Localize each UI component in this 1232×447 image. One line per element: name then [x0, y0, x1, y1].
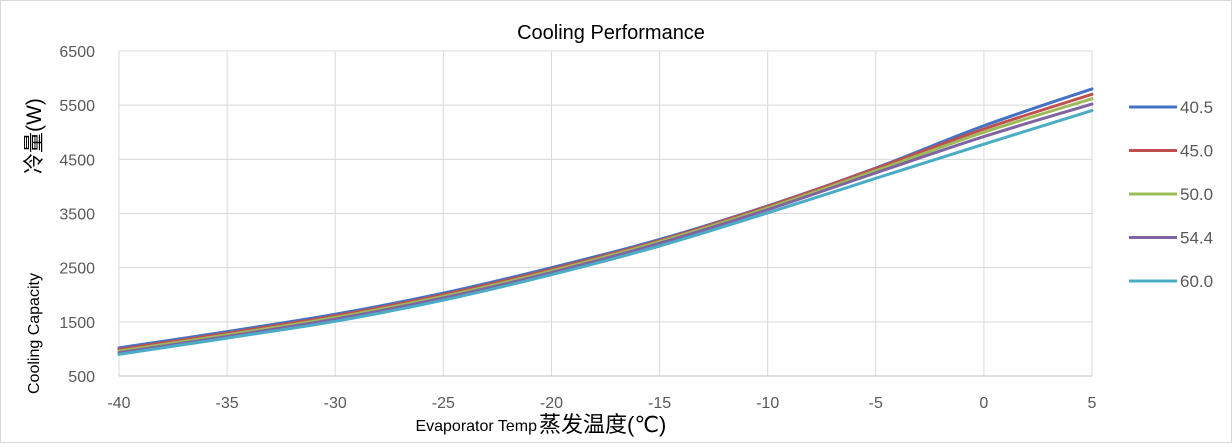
y-axis-label: Cooling Capacity 冷量(W)	[23, 98, 46, 394]
legend-label: 45.0	[1180, 142, 1213, 161]
legend-label: 54.4	[1180, 229, 1213, 248]
x-tick-label: -40	[107, 395, 130, 412]
y-tick-label: 3500	[59, 207, 95, 224]
legend-item: 50.0	[1129, 185, 1213, 204]
x-tick-label: 0	[979, 395, 988, 412]
legend-item: 60.0	[1129, 272, 1213, 291]
legend: 40.5 45.0 50.0 54.4 60.0	[1129, 98, 1213, 291]
legend-item: 54.4	[1129, 229, 1213, 248]
axes: 500 1500 2500 3500 4500 5500 6500 -40 -35 -30 -25 -…	[59, 44, 1096, 412]
grid	[118, 50, 1093, 377]
y-tick-label: 4500	[59, 152, 95, 169]
x-tick-label: -20	[540, 395, 563, 412]
legend-label: 50.0	[1180, 185, 1213, 204]
y-axis-label-cn: 冷量(W)	[23, 98, 46, 174]
y-axis-label-en: Cooling Capacity	[26, 273, 43, 394]
x-axis-label-cn: 蒸发温度(℃)	[539, 412, 666, 437]
legend-label: 60.0	[1180, 272, 1213, 291]
x-tick-label: -25	[432, 395, 455, 412]
x-tick-label: -35	[216, 395, 239, 412]
legend-label: 40.5	[1180, 98, 1213, 117]
y-tick-label: 6500	[59, 44, 95, 61]
y-tick-label: 500	[68, 369, 95, 386]
legend-item: 45.0	[1129, 142, 1213, 161]
y-tick-label: 2500	[59, 261, 95, 278]
x-tick-label: -5	[869, 395, 883, 412]
x-axis-label-en: Evaporator Temp	[415, 418, 537, 435]
series-lines	[117, 87, 1094, 356]
y-tick-label: 5500	[59, 98, 95, 115]
x-tick-label: -10	[756, 395, 779, 412]
x-tick-label: -30	[324, 395, 347, 412]
x-tick-label: 5	[1088, 395, 1097, 412]
legend-item: 40.5	[1129, 98, 1213, 117]
chart-title: Cooling Performance	[517, 22, 705, 44]
series-line-60.0	[117, 109, 1094, 356]
x-tick-label: -15	[648, 395, 671, 412]
series-line-54.4	[117, 102, 1094, 355]
y-tick-label: 1500	[59, 315, 95, 332]
series-line-50.0	[117, 97, 1094, 353]
